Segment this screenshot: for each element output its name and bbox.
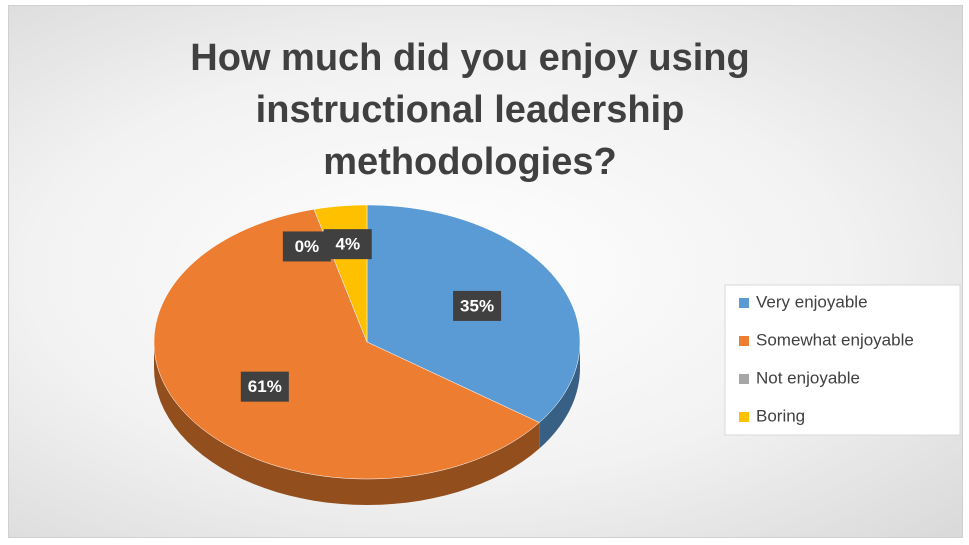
pie-side	[539, 342, 580, 449]
legend-label: Boring	[756, 406, 805, 425]
legend-swatch	[739, 374, 749, 384]
legend-label: Not enjoyable	[756, 368, 860, 387]
chart-title: How much did you enjoy using instruction…	[190, 37, 750, 183]
data-label: 35%	[460, 296, 494, 315]
legend-label: Very enjoyable	[756, 292, 868, 311]
data-label-box	[323, 229, 372, 260]
legend-label: Somewhat enjoyable	[756, 330, 914, 349]
data-label: 61%	[248, 377, 282, 396]
data-label-box	[453, 290, 502, 321]
legend-swatch	[739, 336, 749, 346]
data-label-box	[240, 371, 289, 402]
data-label: 4%	[335, 235, 360, 254]
pie-slice	[153, 209, 540, 480]
legend-swatch	[739, 298, 749, 308]
data-label-box	[282, 231, 331, 262]
legend-swatch	[739, 412, 749, 422]
pie-side	[154, 342, 540, 505]
legend-box	[724, 284, 961, 436]
data-label: 0%	[295, 237, 320, 256]
